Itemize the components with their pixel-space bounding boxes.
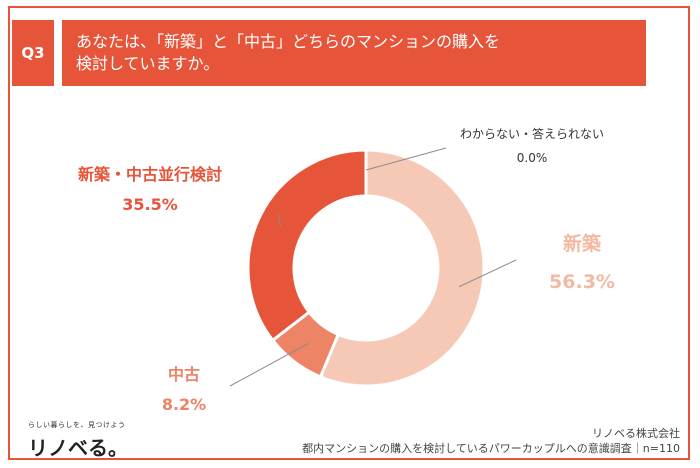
question-title-line-1: あなたは、「新築」と「中古」どちらのマンションの購入を xyxy=(76,32,501,51)
brand-logo: リノベる。 xyxy=(28,436,128,460)
brand-tagline: らしい暮らしを、見つけよう xyxy=(28,421,126,429)
label-category-2: 新築・中古並行検討 xyxy=(78,165,222,184)
question-title-line-2: 検討していますか。 xyxy=(76,54,220,73)
label-value-0: 56.3% xyxy=(549,271,615,293)
leader-line-2 xyxy=(277,213,282,227)
leader-line-1 xyxy=(229,342,309,387)
label-category-1: 中古 xyxy=(168,365,200,384)
brand-block: らしい暮らしを、見つけよう リノベる。 xyxy=(28,420,128,461)
footer-credit: リノベる株式会社 都内マンションの購入を検討しているパワーカップルへの意識調査｜… xyxy=(302,426,680,456)
label-category-3: わからない・答えられない xyxy=(460,126,604,141)
label-value-3: 0.0% xyxy=(517,151,548,165)
label-category-0: 新築 xyxy=(563,232,602,255)
question-title-bar: あなたは、「新築」と「中古」どちらのマンションの購入を 検討していますか。 xyxy=(62,20,646,86)
donut-slice-2 xyxy=(246,148,368,343)
footer-survey: 都内マンションの購入を検討しているパワーカップルへの意識調査｜n=110 xyxy=(302,442,680,455)
donut-slice-0 xyxy=(318,148,486,388)
leader-line-3 xyxy=(365,147,447,171)
footer-company: リノベる株式会社 xyxy=(592,427,680,440)
label-value-2: 35.5% xyxy=(122,195,178,214)
question-badge: Q3 xyxy=(12,20,54,86)
question-label: Q3 xyxy=(21,44,45,62)
label-value-1: 8.2% xyxy=(162,395,206,414)
leader-line-0 xyxy=(458,259,517,288)
